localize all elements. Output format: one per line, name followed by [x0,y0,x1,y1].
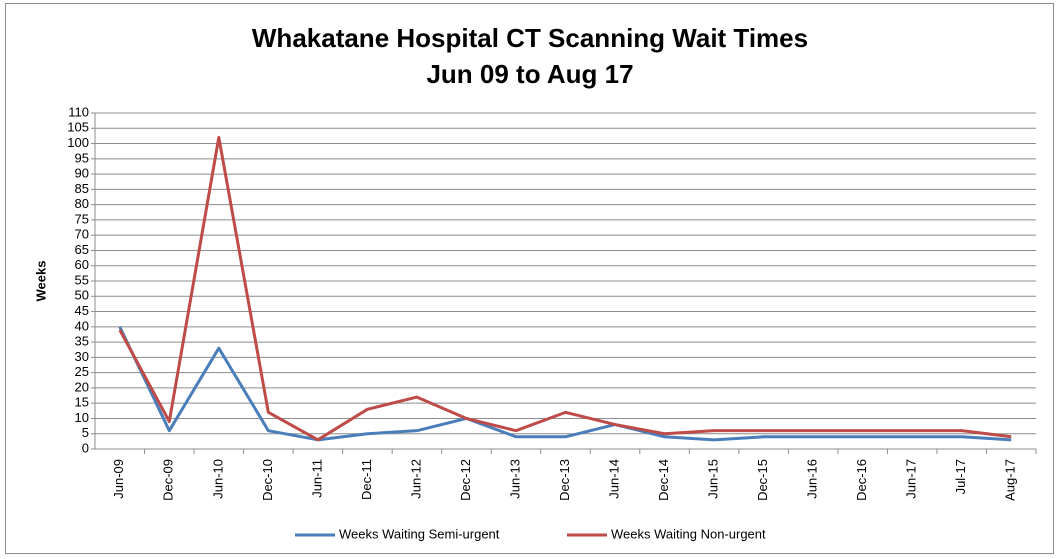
y-tick-label: 95 [75,150,89,165]
y-tick-label: 0 [82,440,89,455]
x-tick-label: Jun-11 [309,459,324,498]
x-tick-label: Jun-13 [507,459,522,499]
y-tick-label: 35 [75,334,89,349]
x-tick-label: Dec-09 [161,459,176,501]
y-tick-label: 5 [82,425,89,440]
x-tick-label: Dec-13 [557,459,572,501]
x-tick-label: Jun-17 [904,459,919,499]
x-tick-label: Dec-15 [755,459,770,501]
y-tick-label: 60 [75,257,89,272]
x-tick-label: Aug-17 [1003,459,1018,501]
x-tick-label: Jun-14 [606,459,621,499]
x-tick-label: Dec-11 [359,459,374,500]
x-tick-label: Dec-16 [854,459,869,501]
x-tick-label: Jun-09 [111,459,126,499]
x-tick-label: Jun-16 [805,459,820,499]
chart-subtitle: Jun 09 to Aug 17 [426,59,633,89]
y-tick-label: 15 [75,395,89,410]
x-tick-label: Dec-14 [656,459,671,501]
y-tick-label: 75 [75,211,89,226]
y-tick-label: 55 [75,272,89,287]
x-tick-label: Jun-12 [408,459,423,499]
x-tick-label: Jun-15 [706,459,721,499]
y-tick-label: 25 [75,364,89,379]
x-tick-label: Dec-10 [260,459,275,501]
x-tick-label: Jun-10 [210,459,225,499]
y-tick-label: 40 [75,318,89,333]
y-tick-label: 50 [75,288,89,303]
y-tick-label: 70 [75,227,89,242]
y-tick-label: 10 [75,410,89,425]
y-tick-label: 90 [75,166,89,181]
data-line [118,135,1012,442]
y-tick-label: 105 [67,120,89,135]
y-tick-label: 30 [75,349,89,364]
x-tick-label: Jul-17 [953,459,968,494]
y-tick-label: 20 [75,379,89,394]
chart-border [5,3,1054,554]
y-tick-label: 110 [68,104,89,119]
chart-title: Whakatane Hospital CT Scanning Wait Time… [252,23,808,53]
x-tick-label: Dec-12 [458,459,473,501]
legend-label: Weeks Waiting Non-urgent [611,526,766,541]
y-tick-label: 45 [75,303,89,318]
y-tick-label: 100 [67,135,89,150]
y-axis-label: Weeks [33,261,48,302]
data-line [118,326,1012,442]
legend-label: Weeks Waiting Semi-urgent [339,526,500,541]
y-tick-label: 85 [75,181,89,196]
y-tick-label: 65 [75,242,89,257]
y-tick-label: 80 [75,196,89,211]
